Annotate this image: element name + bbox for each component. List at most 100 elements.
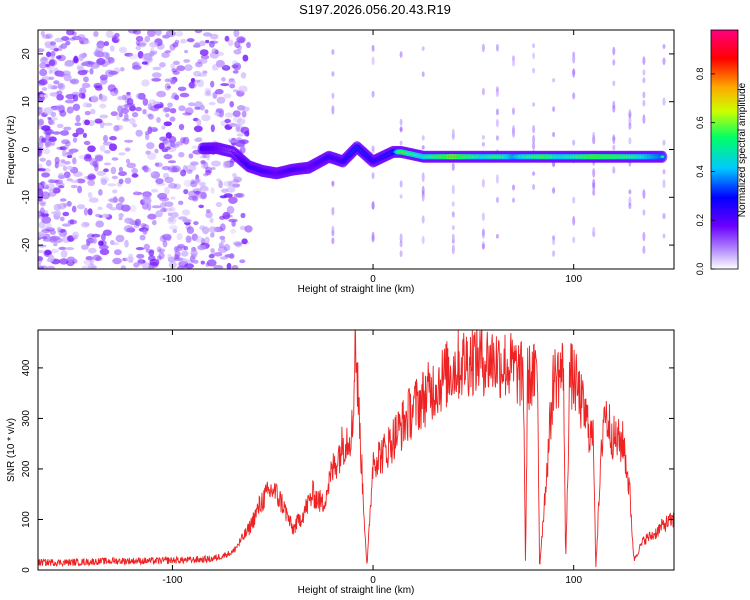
- spectrogram-noise-cell: [95, 220, 104, 228]
- colorbar: 0.0 0.2 0.4 0.6 0.8 Normalized spectral ampl…: [695, 29, 748, 276]
- spectrogram-noise-cell: [144, 35, 151, 43]
- spectrogram-streak-cell: [642, 231, 646, 242]
- spectrogram-noise-cell: [120, 265, 127, 269]
- spectrogram-noise-cell: [197, 73, 208, 77]
- spectrogram-noise-cell: [38, 210, 43, 217]
- spectrogram-noise-cell: [80, 221, 90, 228]
- spectrogram-noise-cell: [72, 157, 77, 165]
- spectrogram-noise-cell: [99, 74, 108, 81]
- spectrogram-noise-cell: [48, 136, 57, 142]
- spectrogram-noise-cell: [116, 112, 121, 121]
- spectrogram-noise-cell: [125, 227, 134, 233]
- spectrogram-noise-cell: [72, 132, 79, 138]
- spectrogram-noise-cell: [148, 113, 154, 120]
- spectrogram-noise-cell: [85, 256, 94, 261]
- spectrogram-streak-cell: [331, 181, 335, 187]
- spectrogram-streak-cell: [331, 237, 335, 245]
- spectrogram-noise-cell: [185, 235, 192, 243]
- spectrogram-streak-cell: [451, 133, 455, 141]
- spectrogram-noise-cell: [38, 107, 43, 115]
- spectrogram-noise-cell: [241, 106, 250, 112]
- x-tick-label: -100: [162, 575, 182, 586]
- spectrogram-noise-cell: [177, 86, 187, 92]
- spectrogram-streak-cell: [481, 243, 485, 250]
- spectrogram-noise-cell: [177, 244, 186, 249]
- spectrogram-noise-cell: [190, 78, 196, 83]
- spectrogram-noise-cell: [63, 145, 69, 150]
- spectrogram-noise-cell: [182, 218, 192, 223]
- spectrogram-streak-cell: [662, 139, 666, 146]
- spectrogram-streak-cell: [421, 235, 425, 245]
- spectrogram-noise-cell: [188, 190, 198, 198]
- spectrogram-noise-cell: [99, 144, 106, 152]
- spectrogram-noise-cell: [96, 170, 107, 176]
- spectrogram-streak-cell: [331, 105, 335, 115]
- spectrogram-noise-cell: [149, 50, 155, 57]
- spectrogram-noise-cell: [196, 118, 202, 127]
- spectrogram-noise-cell: [183, 179, 192, 187]
- spectrogram-noise-cell: [38, 256, 44, 262]
- colorbar-tick-label: 0.2: [695, 214, 705, 227]
- spectrogram-noise-cell: [223, 93, 232, 99]
- spectrogram-noise-cell: [233, 176, 243, 183]
- spectrogram-noise-cell: [145, 56, 153, 62]
- spectrogram-noise-cell: [226, 262, 232, 269]
- spectrogram-streak-cell: [532, 171, 536, 176]
- spectrogram-noise-cell: [47, 116, 52, 120]
- spectrogram-noise-cell: [152, 66, 162, 71]
- spectrogram-noise-cell: [92, 160, 99, 168]
- spectrogram-noise-cell: [156, 255, 162, 261]
- spectrogram-noise-cell: [218, 180, 223, 189]
- spectrogram-noise-cell: [103, 134, 108, 143]
- spectrogram-streak-cell: [662, 57, 666, 65]
- spectrogram-noise-cell: [233, 30, 240, 38]
- colorbar-gradient: [711, 30, 738, 269]
- spectrogram-noise-cell: [134, 218, 141, 227]
- spectrogram-noise-cell: [56, 182, 65, 187]
- spectrogram-noise-cell: [194, 236, 204, 243]
- colorbar-tick-label: 0.0: [695, 263, 705, 276]
- spectrogram-noise-cell: [151, 78, 162, 82]
- spectrogram-noise-cell: [159, 197, 170, 202]
- spectrogram-noise-cell: [101, 213, 110, 218]
- spectrogram-noise-cell: [206, 152, 211, 161]
- y-tick-label: 400: [21, 359, 32, 376]
- spectrogram-noise-cell: [159, 62, 166, 68]
- spectrogram-streak-cell: [552, 187, 556, 194]
- spectrogram-noise-cell: [192, 259, 199, 264]
- spectrogram-noise-cell: [135, 35, 144, 42]
- spectrogram-noise-cell: [215, 59, 225, 68]
- spectrogram-noise-cell: [118, 111, 123, 118]
- snr-y-ticks: 0 100 200 300 400: [21, 359, 674, 573]
- spectrogram-noise-cell: [60, 250, 68, 258]
- spectrogram-noise-cell: [219, 195, 228, 199]
- spectrogram-noise-cell: [200, 186, 210, 192]
- spectrogram-noise-cell: [111, 37, 120, 43]
- spectrogram-noise-cell: [118, 213, 124, 218]
- spectrogram-noise-cell: [109, 136, 117, 141]
- colorbar-tick-label: 0.4: [695, 165, 705, 178]
- spectrogram-noise-cell: [66, 151, 74, 155]
- spectrogram-noise-cell: [61, 159, 66, 164]
- spectrogram-noise-cell: [114, 249, 122, 256]
- spectrogram-noise-cell: [147, 152, 157, 160]
- spectrogram-streak-cell: [512, 55, 515, 63]
- spectrogram-noise-cell: [240, 72, 247, 79]
- spectrogram-noise-cell: [49, 138, 56, 146]
- spectrogram-noise-cell: [170, 142, 176, 148]
- spectrogram-noise-cell: [136, 253, 145, 259]
- spectrogram-noise-cell: [229, 122, 237, 127]
- spectrogram-noise-cell: [44, 141, 50, 149]
- spectrogram-noise-cell: [72, 31, 77, 37]
- spectrogram-noise-cell: [38, 79, 48, 86]
- spectrogram-noise-cell: [53, 47, 59, 52]
- spectrogram-noise-cell: [164, 186, 170, 195]
- spectrogram-noise-cell: [215, 108, 224, 114]
- spectrogram-noise-cell: [50, 51, 56, 57]
- spectrogram-streak-cell: [628, 122, 632, 130]
- spectrogram-noise-cell: [133, 262, 140, 268]
- spectrogram-streak-cell: [399, 51, 403, 58]
- spectrogram-streak-cell: [451, 162, 455, 171]
